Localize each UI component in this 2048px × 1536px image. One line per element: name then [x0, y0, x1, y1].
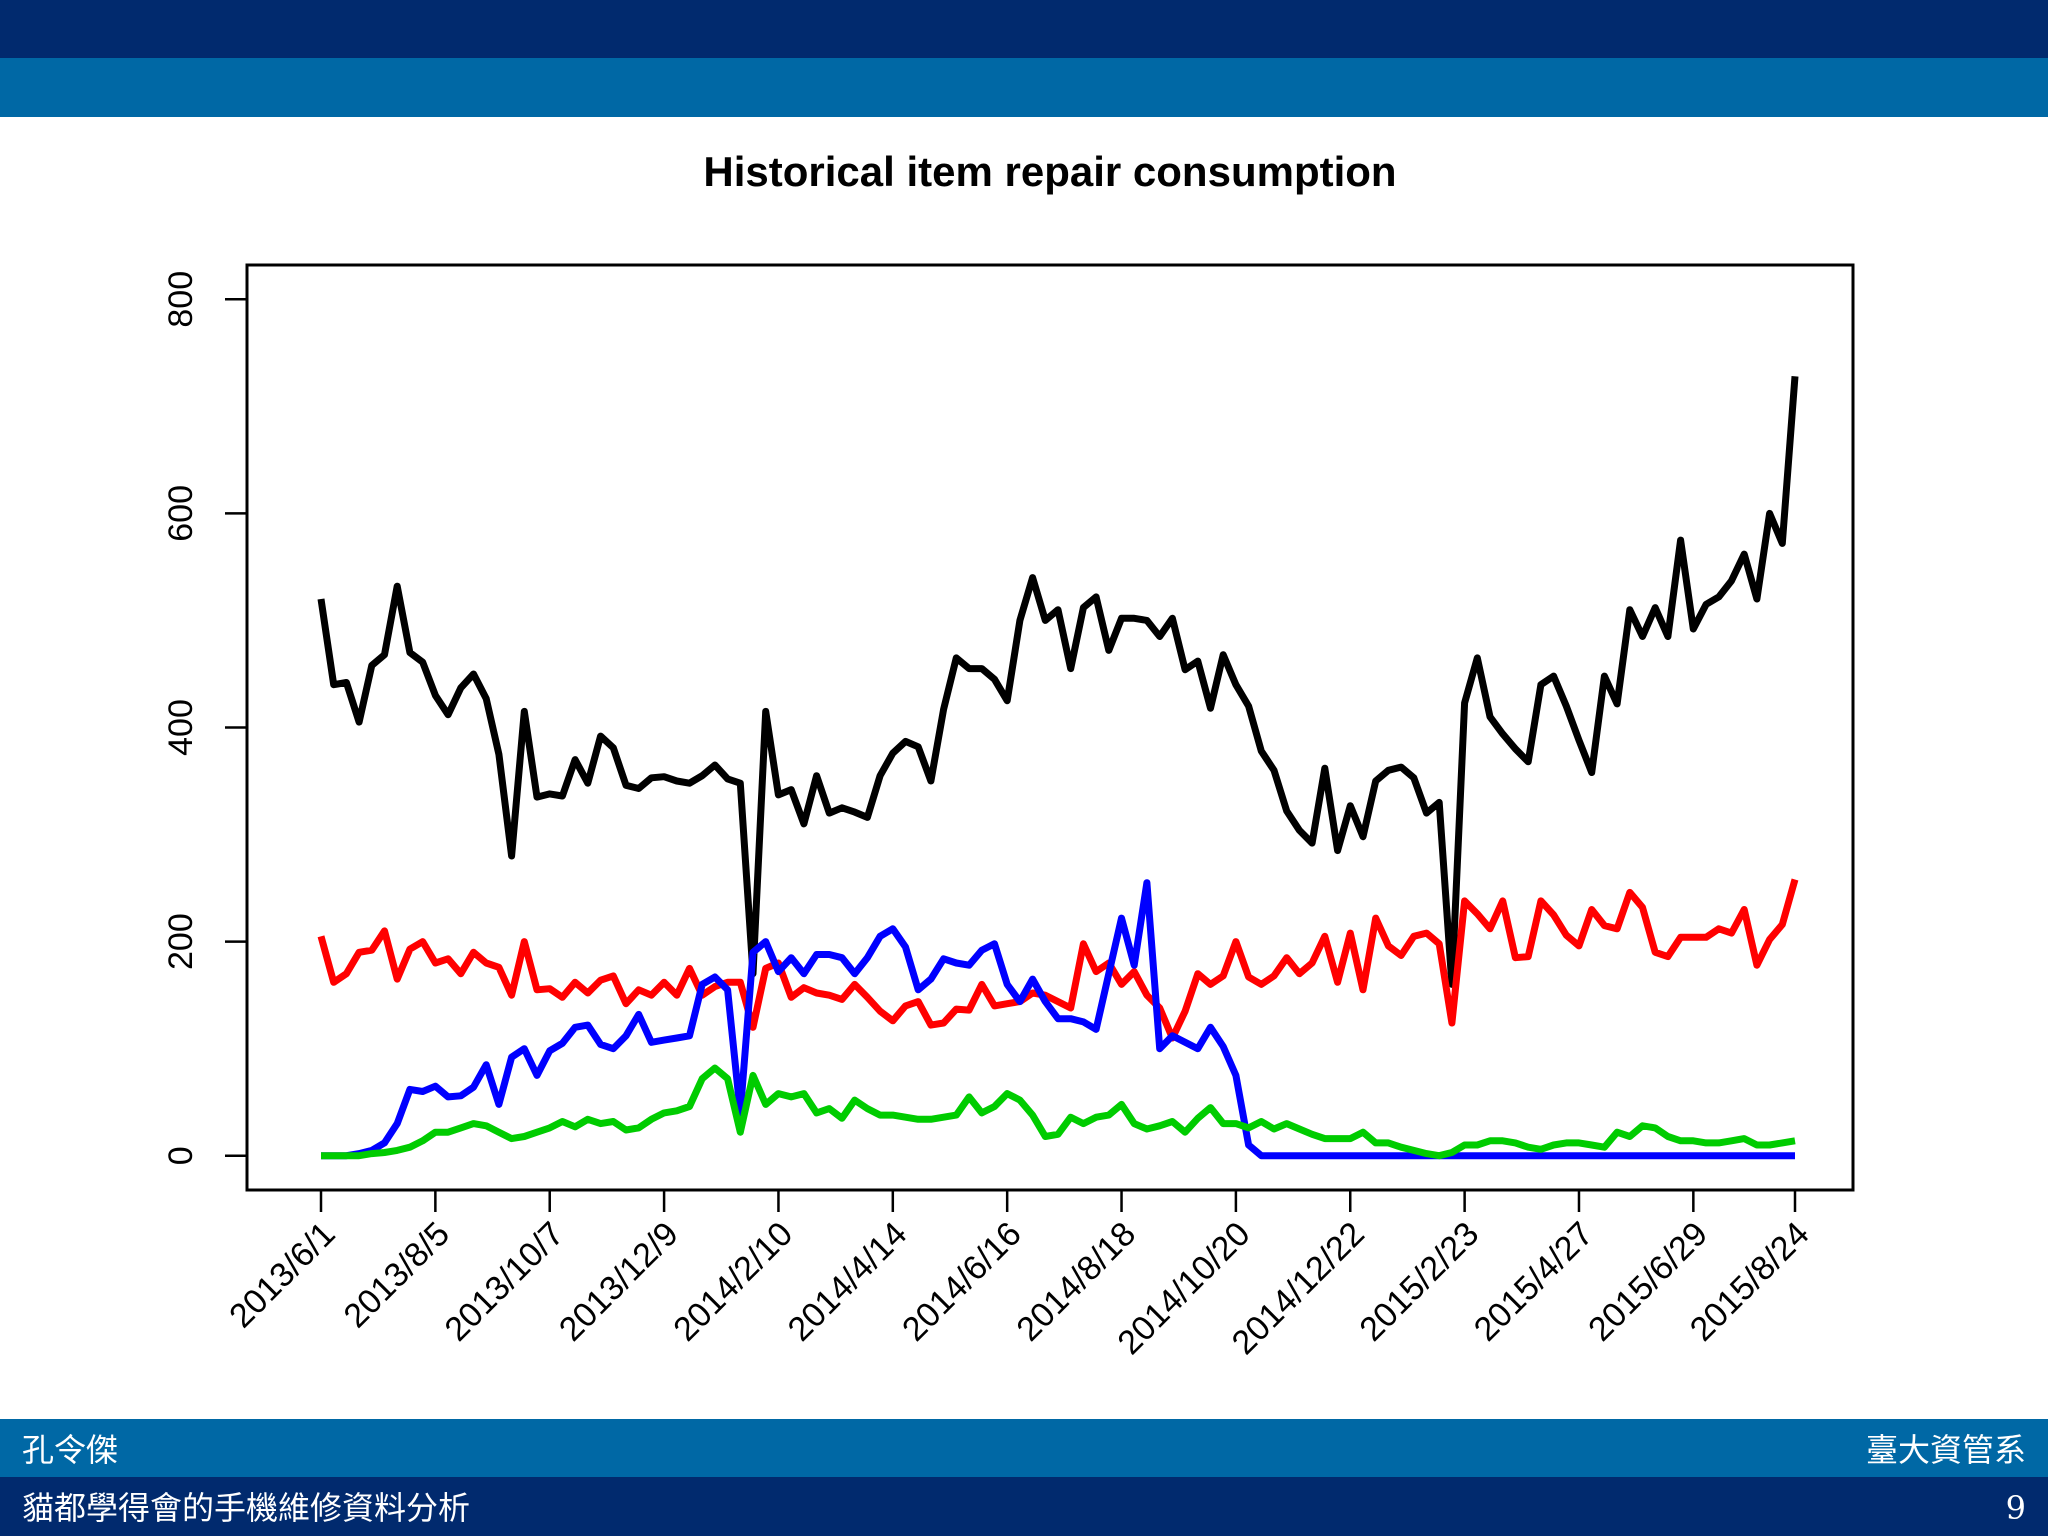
series-line-4 [321, 1064, 1796, 1160]
x-tick-label: 2013/8/5 [337, 1215, 457, 1335]
page-number: 9 [2005, 1489, 2026, 1527]
plot-frame [245, 263, 1855, 1192]
series-layer [317, 376, 1799, 1160]
header-band-dark [0, 0, 2048, 58]
header-band-light [0, 58, 2048, 117]
series-line-1 [317, 376, 1799, 988]
x-tick-label: 2014/6/16 [895, 1215, 1029, 1349]
series-line-3 [321, 879, 1795, 1160]
footer-band-light [0, 1419, 2048, 1477]
x-tick-label: 2014/2/10 [666, 1215, 800, 1349]
x-tick-label: 2013/12/9 [552, 1215, 686, 1349]
talk-title: 貓都學得會的手機維修資料分析 [22, 1489, 471, 1527]
y-tick-label: 200 [162, 913, 200, 970]
y-tick-label: 400 [162, 699, 200, 756]
y-axis: 0 200 400 600 800 [162, 271, 247, 1165]
y-tick-label: 600 [162, 485, 200, 542]
y-tick-label: 0 [162, 1146, 200, 1165]
chart-title: Historical item repair consumption [703, 148, 1396, 195]
x-tick-label: 2015/2/23 [1352, 1215, 1486, 1349]
x-tick-label: 2013/6/1 [222, 1215, 342, 1335]
x-axis: 2013/6/12013/8/52013/10/72013/12/92014/2… [222, 1190, 1817, 1362]
y-tick-label: 800 [162, 271, 200, 328]
x-tick-label: 2013/10/7 [438, 1215, 572, 1349]
footer-band-dark [0, 1477, 2048, 1536]
series-line-2 [317, 878, 1799, 1042]
x-tick-label: 2015/4/27 [1467, 1215, 1601, 1349]
line-chart: Historical item repair consumption 0 200 4… [162, 148, 1855, 1362]
author-name: 孔令傑 [22, 1431, 119, 1469]
x-tick-label: 2014/4/14 [781, 1215, 915, 1349]
department-name: 臺大資管系 [1865, 1431, 2026, 1469]
